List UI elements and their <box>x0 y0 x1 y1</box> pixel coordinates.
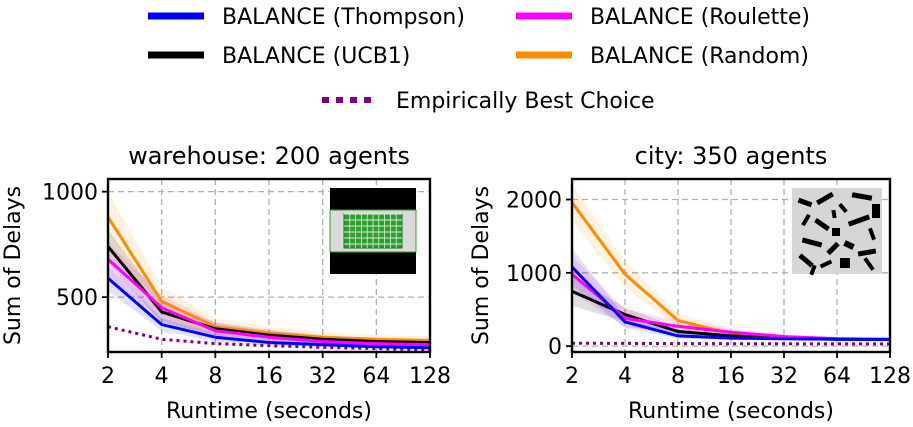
chart-warehouse: warehouse: 200 agents 2 4 8 16 32 64 128 500 1000… <box>1 142 451 424</box>
band-balance-thompson <box>108 265 430 350</box>
inset-building <box>872 204 880 218</box>
inset-border <box>329 209 417 253</box>
x-tick-label: 4 <box>618 364 632 389</box>
series-line-balance-thompson <box>570 265 891 341</box>
x-tick-label: 32 <box>770 364 798 389</box>
y-tick-label: 2000 <box>506 189 562 214</box>
inset-building <box>840 258 850 268</box>
legend-label: BALANCE (Random) <box>590 44 809 69</box>
inset-building <box>801 213 811 227</box>
x-tick-label: 32 <box>309 364 337 389</box>
chart-title: city: 350 agents <box>635 142 828 170</box>
legend-item-balance-random: BALANCE (Random) <box>516 44 809 69</box>
inset-building <box>847 214 871 227</box>
inset-building <box>819 259 833 269</box>
x-tick-label: 4 <box>155 364 169 389</box>
legend-item-balance-roulette: BALANCE (Roulette) <box>516 5 810 30</box>
inset-building <box>851 192 873 201</box>
city-map-inset <box>792 188 882 276</box>
legend: BALANCE (Thompson) BALANCE (Roulette) BALA… <box>148 5 810 114</box>
x-tick-label: 8 <box>208 364 222 389</box>
inset-building <box>809 264 817 276</box>
inset-building <box>814 217 830 232</box>
inset-building <box>798 253 814 268</box>
x-tick-label: 64 <box>823 364 851 389</box>
x-tick-label: 2 <box>565 364 579 389</box>
chart-city: city: 350 agents 2 4 8 16 32 64 128 0 1000 2000 Run… <box>469 142 911 424</box>
series-line-balance-roulette <box>106 258 431 347</box>
series-line-balance-ucb1 <box>106 245 431 344</box>
x-tick-label: 8 <box>671 364 685 389</box>
inset-building <box>832 228 840 236</box>
inset-building <box>831 209 837 219</box>
x-tick-label: 16 <box>717 364 745 389</box>
inset-building <box>843 240 855 250</box>
warehouse-map-inset <box>329 188 417 274</box>
inset-building <box>868 227 876 241</box>
legend-label: BALANCE (UCB1) <box>222 44 410 69</box>
y-axis-label: Sum of Delays <box>1 186 26 345</box>
x-tick-label: 64 <box>362 364 390 389</box>
x-tick-label: 128 <box>869 364 911 389</box>
chart-title: warehouse: 200 agents <box>128 142 410 170</box>
inset-building <box>797 197 813 208</box>
legend-item-balance-thompson: BALANCE (Thompson) <box>148 5 465 30</box>
y-tick-label: 500 <box>56 286 98 311</box>
x-tick-label: 16 <box>255 364 283 389</box>
band-balance-random <box>108 191 430 345</box>
x-tick-label: 128 <box>409 364 451 389</box>
inset-building <box>838 202 848 214</box>
x-tick-label: 2 <box>101 364 115 389</box>
x-axis-label: Runtime (seconds) <box>628 399 834 424</box>
series-line-balance-random <box>106 216 431 342</box>
legend-label: BALANCE (Roulette) <box>590 5 810 30</box>
y-tick-label: 1000 <box>42 181 98 206</box>
band-balance-random <box>572 184 890 341</box>
legend-item-balance-ucb1: BALANCE (UCB1) <box>148 44 410 69</box>
inset-building <box>863 257 875 271</box>
inset-building <box>801 237 823 248</box>
band-balance-ucb1 <box>108 229 430 346</box>
band-balance-roulette <box>572 256 890 341</box>
y-tick-label: 0 <box>548 335 562 360</box>
band-balance-roulette <box>108 242 430 349</box>
x-axis-label: Runtime (seconds) <box>166 399 372 424</box>
series-line-balance-thompson <box>107 277 431 350</box>
legend-label: BALANCE (Thompson) <box>222 5 465 30</box>
inset-building <box>815 191 835 206</box>
series-line-empirically-best-choice <box>107 325 431 352</box>
y-axis-label: Sum of Delays <box>469 186 494 345</box>
inset-building <box>826 241 840 256</box>
legend-item-empirically-best-choice: Empirically Best Choice <box>322 89 655 114</box>
y-tick-label: 1000 <box>506 262 562 287</box>
legend-label: Empirically Best Choice <box>396 89 655 114</box>
inset-building <box>857 248 877 257</box>
